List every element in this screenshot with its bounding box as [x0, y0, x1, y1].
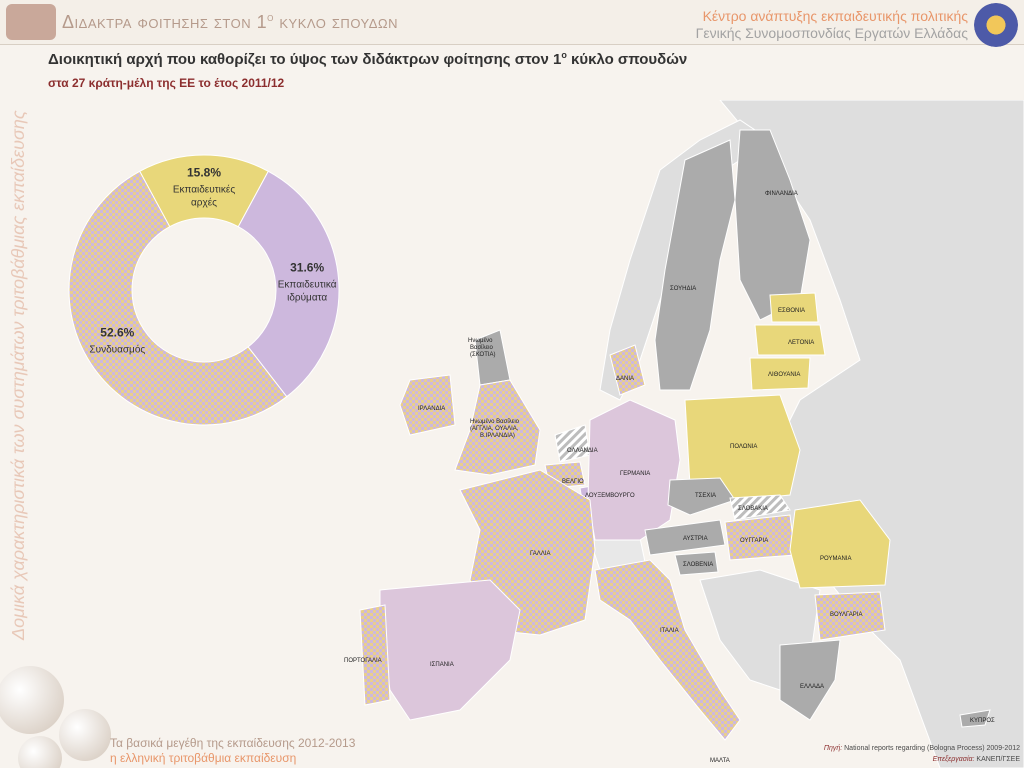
label-greece: ΕΛΛΑΔΑ — [800, 684, 824, 690]
label-uk-2: (ΑΓΓΛΙΑ, ΟΥΑΛΙΑ, — [470, 426, 519, 432]
label-uk-1: Ηνωμένο Βασίλειο — [470, 418, 520, 425]
label-bulgaria: ΒΟΥΛΓΑΡΙΑ — [830, 612, 862, 618]
country-czechia — [667, 477, 736, 516]
label-portugal: ΠΟΡΤΟΓΑΛΙΑ — [344, 658, 382, 664]
label-sweden: ΣΟΥΗΔΙΑ — [670, 286, 696, 292]
org-line-2: Γενικής Συνομοσπονδίας Εργατών Ελλάδας — [695, 25, 968, 41]
footer-line-1: Τα βασικά μεγέθη της εκπαίδευσης 2012-20… — [110, 736, 356, 750]
country-latvia — [754, 324, 826, 356]
country-ireland — [399, 374, 456, 436]
category-label-0-1: αρχές — [191, 197, 217, 209]
label-denmark: ΔΑΝΙΑ — [616, 376, 634, 382]
country-spain — [379, 579, 521, 721]
europe-map: ΦΙΝΛΑΝΔΙΑ ΣΟΥΗΔΙΑ ΕΣΘΟΝΙΑ ΛΕΤΟΝΙΑ ΛΙΘΟΥΑ… — [344, 100, 1024, 768]
label-france: ΓΑΛΛΙΑ — [530, 551, 550, 557]
slice-institutions — [237, 170, 340, 398]
label-malta: ΜΑΛΤΑ — [710, 758, 730, 764]
value-label-2: 52.6% — [100, 326, 134, 340]
category-label-0-0: Εκπαιδευτικές — [173, 184, 236, 196]
label-hungary: ΟΥΓΓΑΡΙΑ — [740, 538, 768, 544]
header-title: Διδακτρα φοιτησης στον 1ο κυκλο σπουδων — [62, 12, 399, 32]
value-label-1: 31.6% — [290, 261, 324, 275]
label-lithuania: ΛΙΘΟΥΑΝΙΑ — [768, 372, 800, 378]
label-slovenia: ΣΛΟΒΕΝΙΑ — [683, 562, 713, 568]
category-label-1-0: Εκπαιδευτικά — [278, 279, 337, 291]
country-cyprus — [959, 709, 991, 728]
label-italy: ΙΤΑΛΙΑ — [660, 628, 679, 634]
country-lithuania — [749, 357, 811, 391]
slice-combined — [68, 170, 288, 426]
label-latvia: ΛΕΤΟΝΙΑ — [788, 340, 814, 346]
category-label-1-1: ιδρύματα — [287, 292, 327, 304]
country-greece — [779, 639, 841, 721]
footer-line-2: η ελληνική τριτοβάθμια εκπαίδευση — [110, 751, 297, 765]
label-spain: ΙΣΠΑΝΙΑ — [430, 662, 454, 668]
category-label-2-0: Συνδυασμός — [89, 344, 145, 356]
top-bar: Διδακτρα φοιτησης στον 1ο κυκλο σπουδων … — [0, 0, 1024, 47]
chart-subtitle: στα 27 κράτη-μέλη της ΕΕ το έτος 2011/12 — [48, 76, 285, 90]
label-austria: ΑΥΣΤΡΙΑ — [683, 536, 708, 542]
kanep-logo — [6, 4, 56, 40]
label-germany: ΓΕΡΜΑΝΙΑ — [620, 471, 650, 477]
label-cyprus: ΚΥΠΡΟΣ — [970, 718, 995, 724]
country-netherlands — [554, 424, 591, 463]
country-estonia — [769, 292, 819, 323]
label-scotland-1: Ηνωμένο — [468, 337, 493, 344]
chart-title: Διοικητική αρχή που καθορίζει το ύψος τω… — [48, 50, 688, 68]
side-vertical-text: Δομικά χαρακτηριστικά των συστημάτων τρι… — [8, 110, 28, 640]
country-sweden — [654, 139, 736, 391]
label-estonia: ΕΣΘΟΝΙΑ — [778, 308, 805, 314]
label-ireland: ΙΡΛΑΝΔΙΑ — [418, 406, 445, 412]
processing-note: Επεξεργασία: ΚΑΝΕΠ/ΓΣΕΕ — [932, 756, 1020, 763]
org-line-1: Κέντρο ανάπτυξης εκπαιδευτικής πολιτικής — [702, 8, 968, 24]
label-luxembourg: ΛΟΥΞΕΜΒΟΥΡΓΟ — [585, 493, 635, 499]
decorative-spheres — [0, 666, 111, 768]
country-slovenia — [674, 551, 719, 576]
label-scotland-3: (ΣΚΟΤΙΑ) — [470, 352, 496, 358]
label-poland: ΠΟΛΩΝΙΑ — [730, 444, 757, 450]
label-netherlands: ΟΛΛΑΝΔΙΑ — [567, 448, 598, 454]
gsee-logo — [974, 3, 1018, 47]
country-denmark — [609, 344, 646, 396]
label-uk-3: Β.ΙΡΛΑΝΔΙΑ) — [480, 433, 515, 439]
label-romania: ΡΟΥΜΑΝΙΑ — [820, 556, 851, 562]
label-belgium: ΒΕΛΓΙΟ — [562, 479, 584, 485]
label-finland: ΦΙΝΛΑΝΔΙΑ — [765, 191, 798, 197]
country-slovakia — [729, 494, 791, 521]
label-slovakia: ΣΛΟΒΑΚΙΑ — [738, 506, 768, 512]
country-germany — [587, 399, 681, 541]
value-label-0: 15.8% — [187, 166, 221, 180]
label-scotland-2: Βασίλειο — [470, 345, 494, 351]
country-austria — [644, 519, 726, 556]
country-romania — [789, 499, 891, 589]
country-uk — [454, 379, 541, 476]
source-note: Πηγή: National reports regarding (Bologn… — [823, 745, 1020, 752]
label-czechia: ΤΣΕΧΙΑ — [695, 493, 716, 499]
country-bulgaria — [814, 591, 886, 641]
country-italy — [594, 559, 741, 741]
country-portugal — [359, 604, 391, 706]
